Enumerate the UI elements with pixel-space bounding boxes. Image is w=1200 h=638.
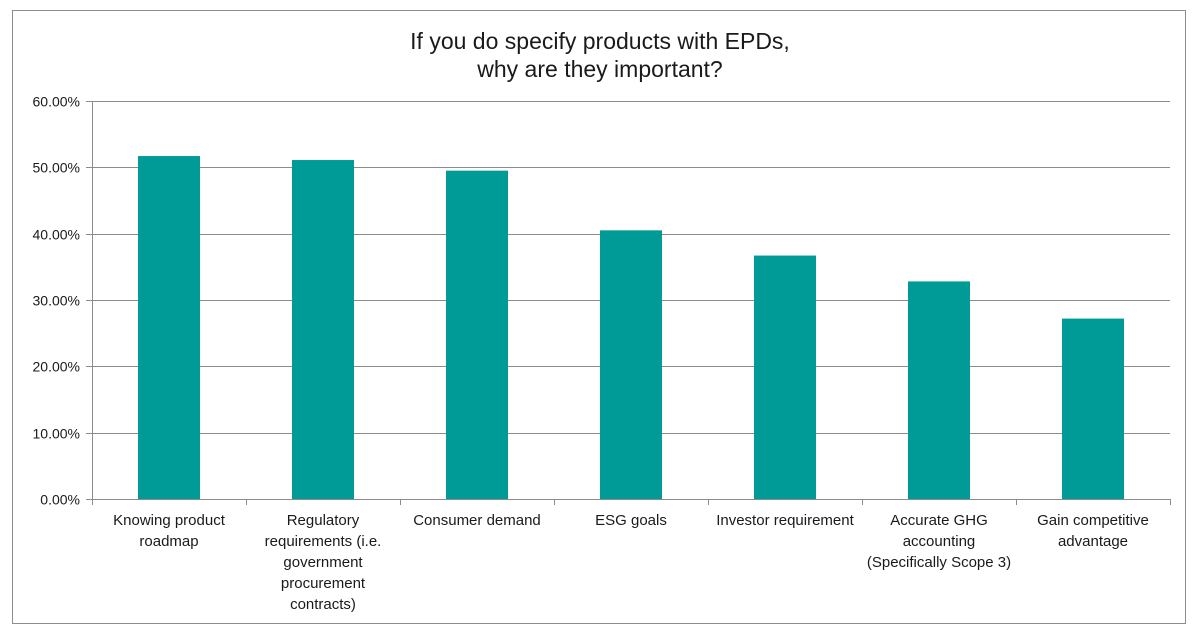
x-category-label: Accurate GHG	[890, 512, 988, 529]
bar	[600, 230, 662, 499]
y-tick-label: 0.00%	[40, 492, 80, 508]
x-category-label: ESG goals	[595, 512, 667, 529]
y-tick-label: 20.00%	[33, 359, 80, 375]
chart-title: If you do specify products with EPDs, wh…	[13, 27, 1187, 83]
x-category-label: roadmap	[139, 533, 198, 550]
bar	[138, 156, 200, 499]
y-tick-label: 10.00%	[33, 426, 80, 442]
x-category-label: government	[283, 554, 363, 571]
y-tick-label: 60.00%	[33, 94, 80, 110]
x-category-label: advantage	[1058, 533, 1128, 550]
chart-frame: If you do specify products with EPDs, wh…	[12, 10, 1186, 624]
x-category-label: accounting	[903, 533, 976, 550]
chart-title-line-1: If you do specify products with EPDs,	[410, 28, 790, 54]
bar	[1062, 318, 1124, 499]
x-category-label: requirements (i.e.	[265, 533, 382, 550]
bar	[446, 170, 508, 499]
y-tick-label: 40.00%	[33, 227, 80, 243]
x-category-label: Gain competitive	[1037, 512, 1149, 529]
chart-title-line-2: why are they important?	[477, 56, 723, 82]
bar-chart: 0.00% 10.00% 20.00% 30.00% 40.00% 50.00% 60.00…	[33, 94, 1171, 613]
x-category-label: contracts)	[290, 596, 356, 613]
bar	[292, 160, 354, 499]
x-category-label: Knowing product	[113, 512, 226, 529]
bar	[754, 255, 816, 499]
x-category-label: Consumer demand	[413, 512, 541, 529]
x-category-label: Investor requirement	[716, 512, 854, 529]
bar	[908, 281, 970, 499]
y-tick-label: 30.00%	[33, 293, 80, 309]
x-category-label: (Specifically Scope 3)	[867, 554, 1011, 571]
x-category-label: procurement	[281, 575, 366, 592]
y-tick-label: 50.00%	[33, 160, 80, 176]
x-category-label: Regulatory	[287, 512, 360, 529]
